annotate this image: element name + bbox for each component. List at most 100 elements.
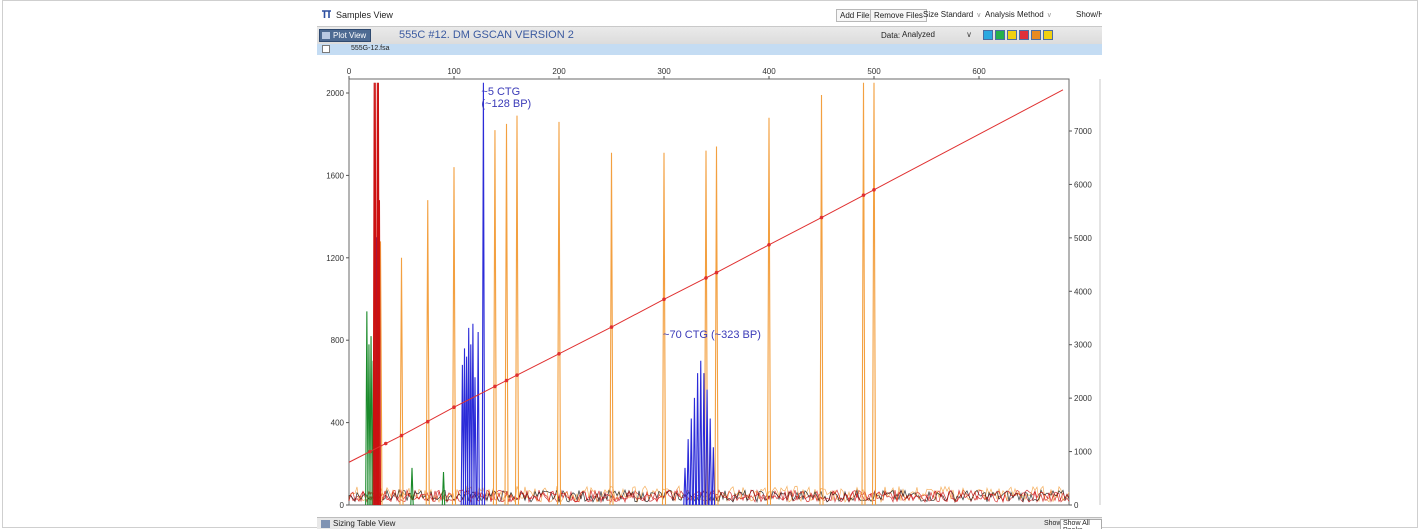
size-standard-peak (556, 121, 562, 506)
sizing-curve-marker (714, 270, 719, 275)
sizing-curve-marker (368, 449, 372, 454)
blue-trace-peak (473, 377, 477, 506)
plot-heading: 555C #12. DM GSCAN VERSION 2 (399, 29, 574, 41)
x-tick-label: 0 (347, 67, 352, 76)
peak-annotation-label: (~128 BP) (481, 98, 531, 110)
show-hide-menu[interactable]: Show/H (1076, 10, 1102, 19)
blue-trace-peak (711, 447, 716, 506)
analysis-method-menu[interactable]: Analysis Method ∨ (985, 10, 1052, 19)
size-standard-peak (714, 146, 719, 506)
genemapper-window: Samples View Add Files Remove Files Size… (317, 6, 1102, 529)
size-standard-peak (871, 82, 877, 506)
dye-toggle-button[interactable] (1043, 30, 1053, 40)
size-standard-peak (399, 257, 404, 506)
show-peaks-select[interactable]: Show All Peaks (1060, 519, 1102, 529)
data-select[interactable]: Analyzed ∨ (902, 29, 972, 41)
x-tick-label: 300 (657, 67, 671, 76)
blue-trace-peak (471, 323, 475, 506)
green-trace-peak (441, 472, 446, 506)
size-standard-peak (703, 150, 709, 506)
sizing-curve-marker (704, 276, 708, 280)
sizing-curve-marker (399, 433, 404, 438)
chevron-down-icon: ∨ (966, 30, 972, 39)
sizing-table-view-tab[interactable]: Sizing Table View (321, 519, 395, 528)
y-right-tick-label: 6000 (1074, 180, 1092, 189)
samples-view-label: Samples View (336, 9, 393, 20)
electropherogram-plot: 0 100 200 300 400 500 600 0 400 800 1200 1600 2000 0 1… (317, 55, 1102, 517)
blue-trace-peak (695, 373, 700, 506)
peak-annotation-label: ~70 CTG (~323 BP) (663, 329, 761, 341)
blue-trace-peak (702, 373, 706, 506)
dye-toggle-button[interactable] (995, 30, 1005, 40)
sizing-table-bar: Sizing Table View Show: Show All Peaks (317, 517, 1102, 529)
plot-view-header: Plot View 555C #12. DM GSCAN VERSION 2 D… (317, 27, 1102, 45)
blue-trace-peak (476, 331, 480, 506)
sizing-curve-marker (504, 378, 509, 383)
plot-view-tab-label: Plot View (333, 30, 367, 40)
sizing-curve-marker (767, 243, 771, 247)
size-standard-peak (609, 152, 614, 506)
y-left-tick-label: 1600 (326, 171, 344, 180)
y-right-tick-label: 1000 (1074, 448, 1092, 457)
green-trace-peak (365, 311, 369, 506)
analysis-method-label: Analysis Method (985, 10, 1044, 19)
data-select-value: Analyzed (902, 30, 935, 39)
plot-view-icon (322, 32, 330, 39)
blue-trace-peak (692, 397, 697, 506)
add-files-button[interactable]: Add Files (836, 9, 878, 22)
dye-toggle-button[interactable] (983, 30, 993, 40)
show-label: Show: (1044, 520, 1064, 527)
y-right-tick-label: 5000 (1074, 234, 1092, 243)
peak-annotation-label: ~5 CTG (481, 86, 520, 98)
table-icon (321, 519, 330, 528)
x-tick-label: 200 (552, 67, 566, 76)
green-trace-peak (410, 467, 414, 506)
x-tick-label: 600 (972, 67, 986, 76)
y-right-tick-label: 4000 (1074, 287, 1092, 296)
samples-view-title[interactable]: Samples View (321, 9, 393, 20)
size-standard-label: Size Standard (923, 10, 974, 19)
y-left-tick-label: 2000 (326, 89, 344, 98)
electropherogram-chart: 0 100 200 300 400 500 600040080012001600200001… (326, 67, 1101, 510)
y-left-tick-label: 1200 (326, 254, 344, 263)
size-standard-peak (451, 167, 457, 506)
sizing-curve-marker (452, 405, 456, 410)
dye-toggle-button[interactable] (1007, 30, 1017, 40)
remove-files-button[interactable]: Remove Files (870, 9, 927, 22)
dye-toggle-button[interactable] (1019, 30, 1029, 40)
sizing-curve-marker (383, 441, 388, 446)
green-trace-peak (369, 336, 373, 506)
red-trace-peak (373, 82, 377, 506)
y-right-tick-label: 3000 (1074, 341, 1092, 350)
size-standard-peak (661, 152, 667, 506)
sizing-curve-marker (493, 384, 497, 389)
plot-frame (348, 78, 1070, 506)
y-left-tick-label: 800 (331, 336, 345, 345)
dye-toggle-button[interactable] (1031, 30, 1041, 40)
y-right-tick-label: 7000 (1074, 127, 1092, 136)
y-right-tick-label: 0 (1074, 501, 1079, 510)
y-left-tick-label: 400 (331, 419, 345, 428)
y-right-tick-label: 2000 (1074, 394, 1092, 403)
sample-name: 555G-12.fsa (351, 45, 390, 52)
blue-trace-peak (683, 467, 687, 506)
sizing-curve-marker (609, 325, 614, 329)
sizing-curve-marker (872, 187, 876, 192)
blue-trace-peak (708, 418, 712, 506)
sizing-curve-marker (557, 351, 561, 356)
blue-trace-peak (686, 439, 690, 506)
size-standard-menu[interactable]: Size Standard ∨ (923, 10, 981, 19)
blue-trace-peak (699, 360, 703, 506)
sample-checkbox[interactable] (322, 45, 330, 53)
blue-trace-peak (481, 82, 486, 506)
x-tick-label: 100 (447, 67, 461, 76)
samples-view-icon (321, 9, 332, 20)
sizing-curve-line (348, 89, 1064, 463)
samples-view-toolbar: Samples View Add Files Remove Files Size… (317, 6, 1102, 27)
size-standard-peak (819, 95, 824, 506)
plot-view-tab[interactable]: Plot View (319, 29, 372, 42)
size-standard-peak (766, 117, 772, 506)
chevron-down-icon: ∨ (1046, 12, 1052, 19)
sizing-curve-marker (515, 373, 519, 377)
x-tick-label: 500 (867, 67, 881, 76)
